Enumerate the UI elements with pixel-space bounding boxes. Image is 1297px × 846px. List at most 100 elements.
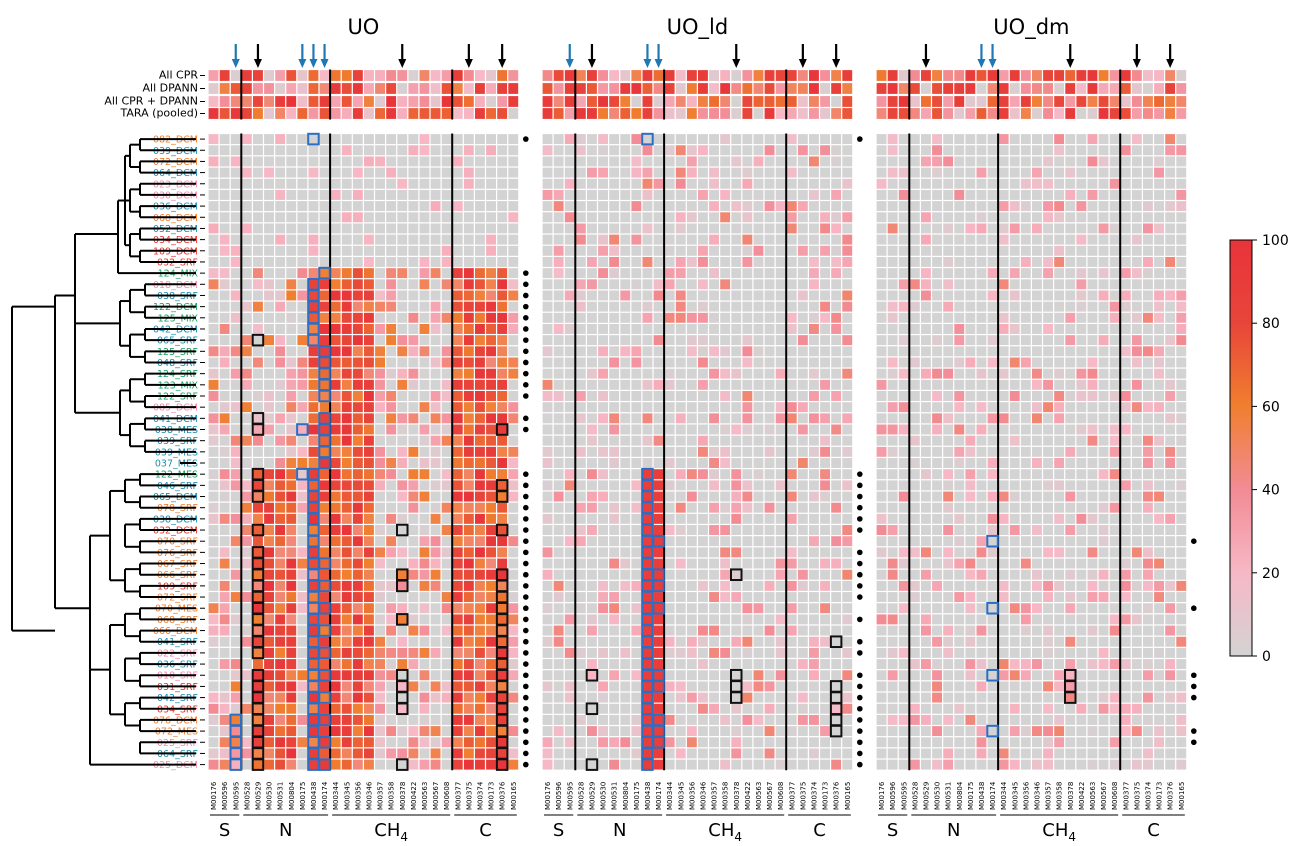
heatmap-cell xyxy=(720,268,730,278)
heatmap-cell xyxy=(1065,469,1075,479)
heatmap-cell xyxy=(1132,369,1142,379)
heatmap-cell xyxy=(954,570,964,580)
heatmap-cell xyxy=(776,693,786,703)
heatmap-cell xyxy=(342,425,352,435)
heatmap-cell xyxy=(1021,436,1031,446)
heatmap-cell xyxy=(932,570,942,580)
heatmap-cell xyxy=(720,290,730,300)
heatmap-cell xyxy=(965,223,975,233)
heatmap-cell xyxy=(453,492,463,502)
heatmap-cell xyxy=(587,346,597,356)
heatmap-cell xyxy=(598,514,608,524)
heatmap-cell xyxy=(809,402,819,412)
heatmap-cell xyxy=(842,614,852,624)
heatmap-cell xyxy=(965,391,975,401)
heatmap-cell xyxy=(297,425,307,435)
heatmap-cell xyxy=(831,592,841,602)
summary-cell xyxy=(1132,96,1142,107)
heatmap-cell xyxy=(486,436,496,446)
heatmap-cell xyxy=(364,536,374,546)
heatmap-cell xyxy=(364,324,374,334)
heatmap-cell xyxy=(565,324,575,334)
heatmap-cell xyxy=(342,358,352,368)
heatmap-cell xyxy=(932,134,942,144)
heatmap-cell xyxy=(587,737,597,747)
heatmap-cell xyxy=(1065,223,1075,233)
heatmap-cell xyxy=(331,313,341,323)
heatmap-cell xyxy=(676,201,686,211)
heatmap-cell xyxy=(320,503,330,513)
heatmap-cell xyxy=(943,391,953,401)
heatmap-cell xyxy=(720,681,730,691)
heatmap-cell xyxy=(809,425,819,435)
heatmap-cell xyxy=(1110,201,1120,211)
heatmap-cell xyxy=(386,559,396,569)
heatmap-cell xyxy=(1176,346,1186,356)
heatmap-cell xyxy=(1154,223,1164,233)
heatmap-cell xyxy=(1165,324,1175,334)
heatmap-cell xyxy=(620,514,630,524)
black-arrow-head xyxy=(398,59,406,68)
heatmap-cell xyxy=(1165,134,1175,144)
heatmap-cell xyxy=(1021,212,1031,222)
heatmap-cell xyxy=(609,425,619,435)
heatmap-cell xyxy=(765,614,775,624)
heatmap-cell xyxy=(1010,391,1020,401)
heatmap-cell xyxy=(620,637,630,647)
heatmap-cell xyxy=(420,670,430,680)
heatmap-cell xyxy=(965,614,975,624)
heatmap-cell xyxy=(497,279,507,289)
heatmap-cell xyxy=(1121,268,1131,278)
heatmap-cell xyxy=(1121,369,1131,379)
heatmap-cell xyxy=(798,503,808,513)
summary-cell xyxy=(331,96,341,107)
heatmap-cell xyxy=(943,201,953,211)
heatmap-cell xyxy=(253,413,263,423)
heatmap-cell xyxy=(1132,391,1142,401)
heatmap-cell xyxy=(910,212,920,222)
heatmap-cell xyxy=(609,268,619,278)
heatmap-cell xyxy=(497,212,507,222)
heatmap-cell xyxy=(587,648,597,658)
heatmap-cell xyxy=(375,592,385,602)
heatmap-cell xyxy=(609,168,619,178)
heatmap-cell xyxy=(431,324,441,334)
heatmap-cell xyxy=(297,279,307,289)
heatmap-cell xyxy=(1032,503,1042,513)
heatmap-cell xyxy=(342,670,352,680)
heatmap-cell xyxy=(508,458,518,468)
heatmap-cell xyxy=(720,648,730,658)
heatmap-cell xyxy=(877,570,887,580)
heatmap-cell xyxy=(598,290,608,300)
summary-cell xyxy=(576,83,586,94)
heatmap-cell xyxy=(809,313,819,323)
heatmap-cell xyxy=(420,190,430,200)
summary-cell xyxy=(643,96,653,107)
heatmap-cell xyxy=(209,536,219,546)
heatmap-cell xyxy=(1132,313,1142,323)
heatmap-cell xyxy=(731,246,741,256)
heatmap-cell xyxy=(842,715,852,725)
summary-cell xyxy=(921,108,931,119)
heatmap-cell xyxy=(787,715,797,725)
heatmap-cell xyxy=(453,156,463,166)
heatmap-cell xyxy=(386,436,396,446)
heatmap-cell xyxy=(242,212,252,222)
heatmap-cell xyxy=(464,748,474,758)
heatmap-cell xyxy=(820,659,830,669)
heatmap-cell xyxy=(809,212,819,222)
heatmap-cell xyxy=(687,693,697,703)
heatmap-cell xyxy=(543,715,553,725)
heatmap-cell xyxy=(543,626,553,636)
heatmap-cell xyxy=(286,715,296,725)
heatmap-cell xyxy=(776,413,786,423)
heatmap-cell xyxy=(665,413,675,423)
heatmap-cell xyxy=(731,290,741,300)
heatmap-cell xyxy=(320,559,330,569)
heatmap-cell xyxy=(587,223,597,233)
summary-cell xyxy=(1054,108,1064,119)
heatmap-cell xyxy=(554,201,564,211)
heatmap-cell xyxy=(809,458,819,468)
heatmap-cell xyxy=(977,447,987,457)
heatmap-cell xyxy=(1132,402,1142,412)
